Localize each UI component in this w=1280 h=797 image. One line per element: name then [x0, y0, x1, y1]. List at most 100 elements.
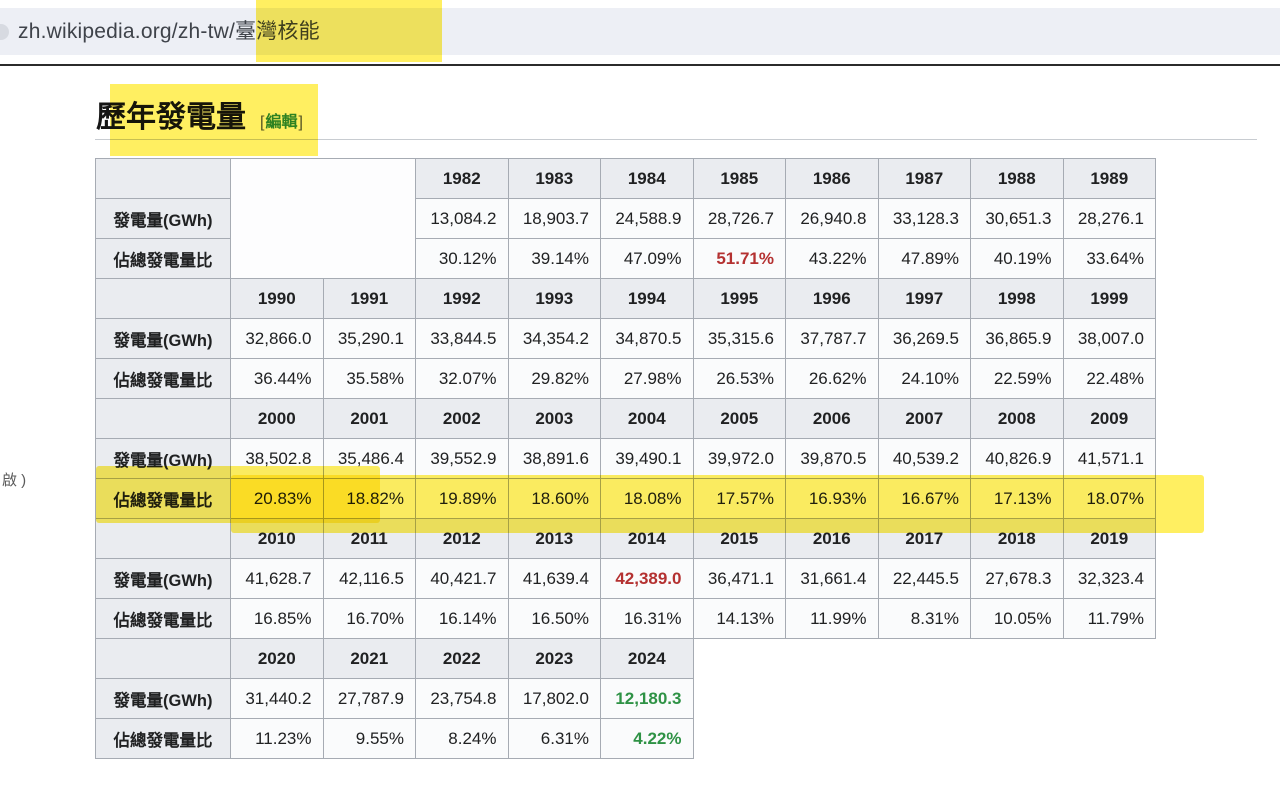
year-header-cell: 2013: [507, 518, 601, 559]
generation-value: 40,826.9: [970, 438, 1064, 479]
share-value: 10.05%: [970, 598, 1064, 639]
share-value: 39.14%: [507, 238, 601, 279]
generation-value: 37,787.7: [785, 318, 879, 359]
share-value: 16.14%: [415, 598, 509, 639]
corner-cell: [95, 158, 231, 199]
share-row-label: 佔總發電量比: [95, 238, 231, 279]
share-value: 16.70%: [322, 598, 416, 639]
generation-row-label: 發電量(GWh): [95, 318, 231, 359]
share-value: 26.53%: [692, 358, 786, 399]
generation-row: 發電量(GWh) 13,084.2 18,903.7 24,588.9 28,726.7…: [95, 198, 1156, 239]
generation-value: 13,084.2: [415, 198, 509, 239]
generation-row: 發電量(GWh) 32,866.0 35,290.1 33,844.5 34,354.2…: [95, 318, 1156, 359]
share-value: 18.07%: [1062, 478, 1156, 519]
generation-value: 36,865.9: [970, 318, 1064, 359]
year-header-cell: 1990: [230, 278, 324, 319]
generation-value: 28,726.7: [692, 198, 786, 239]
year-header-row: 1982 1983 1984 1985 1986 1987 1988 1989: [95, 158, 1156, 279]
year-header-cell: 2022: [415, 638, 509, 679]
share-value: 36.44%: [230, 358, 324, 399]
generation-value: 31,661.4: [785, 558, 879, 599]
year-header-cell: 1987: [877, 158, 971, 199]
generation-value: 33,128.3: [877, 198, 971, 239]
edit-link[interactable]: 編輯: [265, 114, 298, 131]
year-header-cell: 2015: [692, 518, 786, 559]
year-header-cell: 1991: [322, 278, 416, 319]
share-value: 6.31%: [507, 718, 601, 759]
year-header-cell: 2019: [1062, 518, 1156, 559]
share-value: 17.13%: [970, 478, 1064, 519]
year-header-cell: 2005: [692, 398, 786, 439]
year-header-cell: 2023: [507, 638, 601, 679]
generation-row: 發電量(GWh) 38,502.8 35,486.4 39,552.9 38,891.6…: [95, 438, 1156, 479]
year-header-cell: 1984: [600, 158, 694, 199]
generation-value: 35,315.6: [692, 318, 786, 359]
share-value: 18.82%: [322, 478, 416, 519]
generation-value: 28,276.1: [1062, 198, 1156, 239]
share-value: 4.22%: [600, 718, 694, 759]
address-url[interactable]: zh.wikipedia.org/zh-tw/臺灣核能: [18, 20, 320, 43]
share-row: 佔總發電量比 20.83% 18.82% 19.89% 18.60% 18.08% 17.5…: [95, 478, 1156, 519]
share-value: 16.85%: [230, 598, 324, 639]
year-header-cell: 2006: [785, 398, 879, 439]
generation-value: 34,354.2: [507, 318, 601, 359]
year-header-cell: 1994: [600, 278, 694, 319]
edit-bracket-open: [: [260, 114, 265, 131]
year-header-cell: 1999: [1062, 278, 1156, 319]
generation-value: 32,866.0: [230, 318, 324, 359]
edit-bracket-close: ]: [298, 114, 303, 131]
year-header-row: 1990 1991 1992 1993 1994 1995 1996 1997 1998 1999: [95, 278, 1156, 319]
year-header-cell: 2018: [970, 518, 1064, 559]
year-header-cell: 1986: [785, 158, 879, 199]
share-row-label: 佔總發電量比: [95, 598, 231, 639]
browser-address-bar[interactable]: zh.wikipedia.org/zh-tw/臺灣核能: [0, 8, 1280, 55]
year-header-cell: 2007: [877, 398, 971, 439]
generation-value: 38,891.6: [507, 438, 601, 479]
site-info-icon[interactable]: [0, 24, 9, 40]
empty-merged-cell: [230, 158, 416, 279]
generation-value: 34,870.5: [600, 318, 694, 359]
share-value: 16.50%: [507, 598, 601, 639]
generation-value: 33,844.5: [415, 318, 509, 359]
generation-table: 1982 1983 1984 1985 1986 1987 1988 1989 發電量(GWh)…: [95, 158, 1156, 759]
generation-value: 36,471.1: [692, 558, 786, 599]
generation-value: 18,903.7: [507, 198, 601, 239]
share-value: 11.79%: [1062, 598, 1156, 639]
year-header-cell: 1983: [507, 158, 601, 199]
year-header-cell: 2004: [600, 398, 694, 439]
share-value: 8.31%: [877, 598, 971, 639]
year-header-cell: 2021: [322, 638, 416, 679]
generation-value: 32,323.4: [1062, 558, 1156, 599]
share-value: 9.55%: [322, 718, 416, 759]
generation-row-label: 發電量(GWh): [95, 198, 231, 239]
year-header-cell: 2001: [322, 398, 416, 439]
share-value: 33.64%: [1062, 238, 1156, 279]
generation-row: 發電量(GWh) 41,628.7 42,116.5 40,421.7 41,639.4…: [95, 558, 1156, 599]
share-row-label: 佔總發電量比: [95, 478, 231, 519]
edit-section-link[interactable]: [編輯]: [260, 108, 303, 132]
generation-value: 42,116.5: [322, 558, 416, 599]
generation-value: 36,269.5: [877, 318, 971, 359]
generation-value: 12,180.3: [600, 678, 694, 719]
share-value: 22.59%: [970, 358, 1064, 399]
year-header-cell: 2020: [230, 638, 324, 679]
generation-value: 39,552.9: [415, 438, 509, 479]
year-header-cell: 2010: [230, 518, 324, 559]
share-row: 佔總發電量比 16.85% 16.70% 16.14% 16.50% 16.31% 14.1…: [95, 598, 1156, 639]
heading-underline: [95, 139, 1257, 140]
year-header-cell: 1992: [415, 278, 509, 319]
year-header-cell: 1982: [415, 158, 509, 199]
share-value: 20.83%: [230, 478, 324, 519]
share-value: 47.89%: [877, 238, 971, 279]
generation-value: 26,940.8: [785, 198, 879, 239]
generation-value: 31,440.2: [230, 678, 324, 719]
generation-value: 42,389.0: [600, 558, 694, 599]
year-header-cell: 1996: [785, 278, 879, 319]
share-value: 32.07%: [415, 358, 509, 399]
corner-cell: [95, 638, 231, 679]
year-header-cell: 1993: [507, 278, 601, 319]
share-value: 29.82%: [507, 358, 601, 399]
year-header-cell: 1989: [1062, 158, 1156, 199]
generation-value: 38,007.0: [1062, 318, 1156, 359]
